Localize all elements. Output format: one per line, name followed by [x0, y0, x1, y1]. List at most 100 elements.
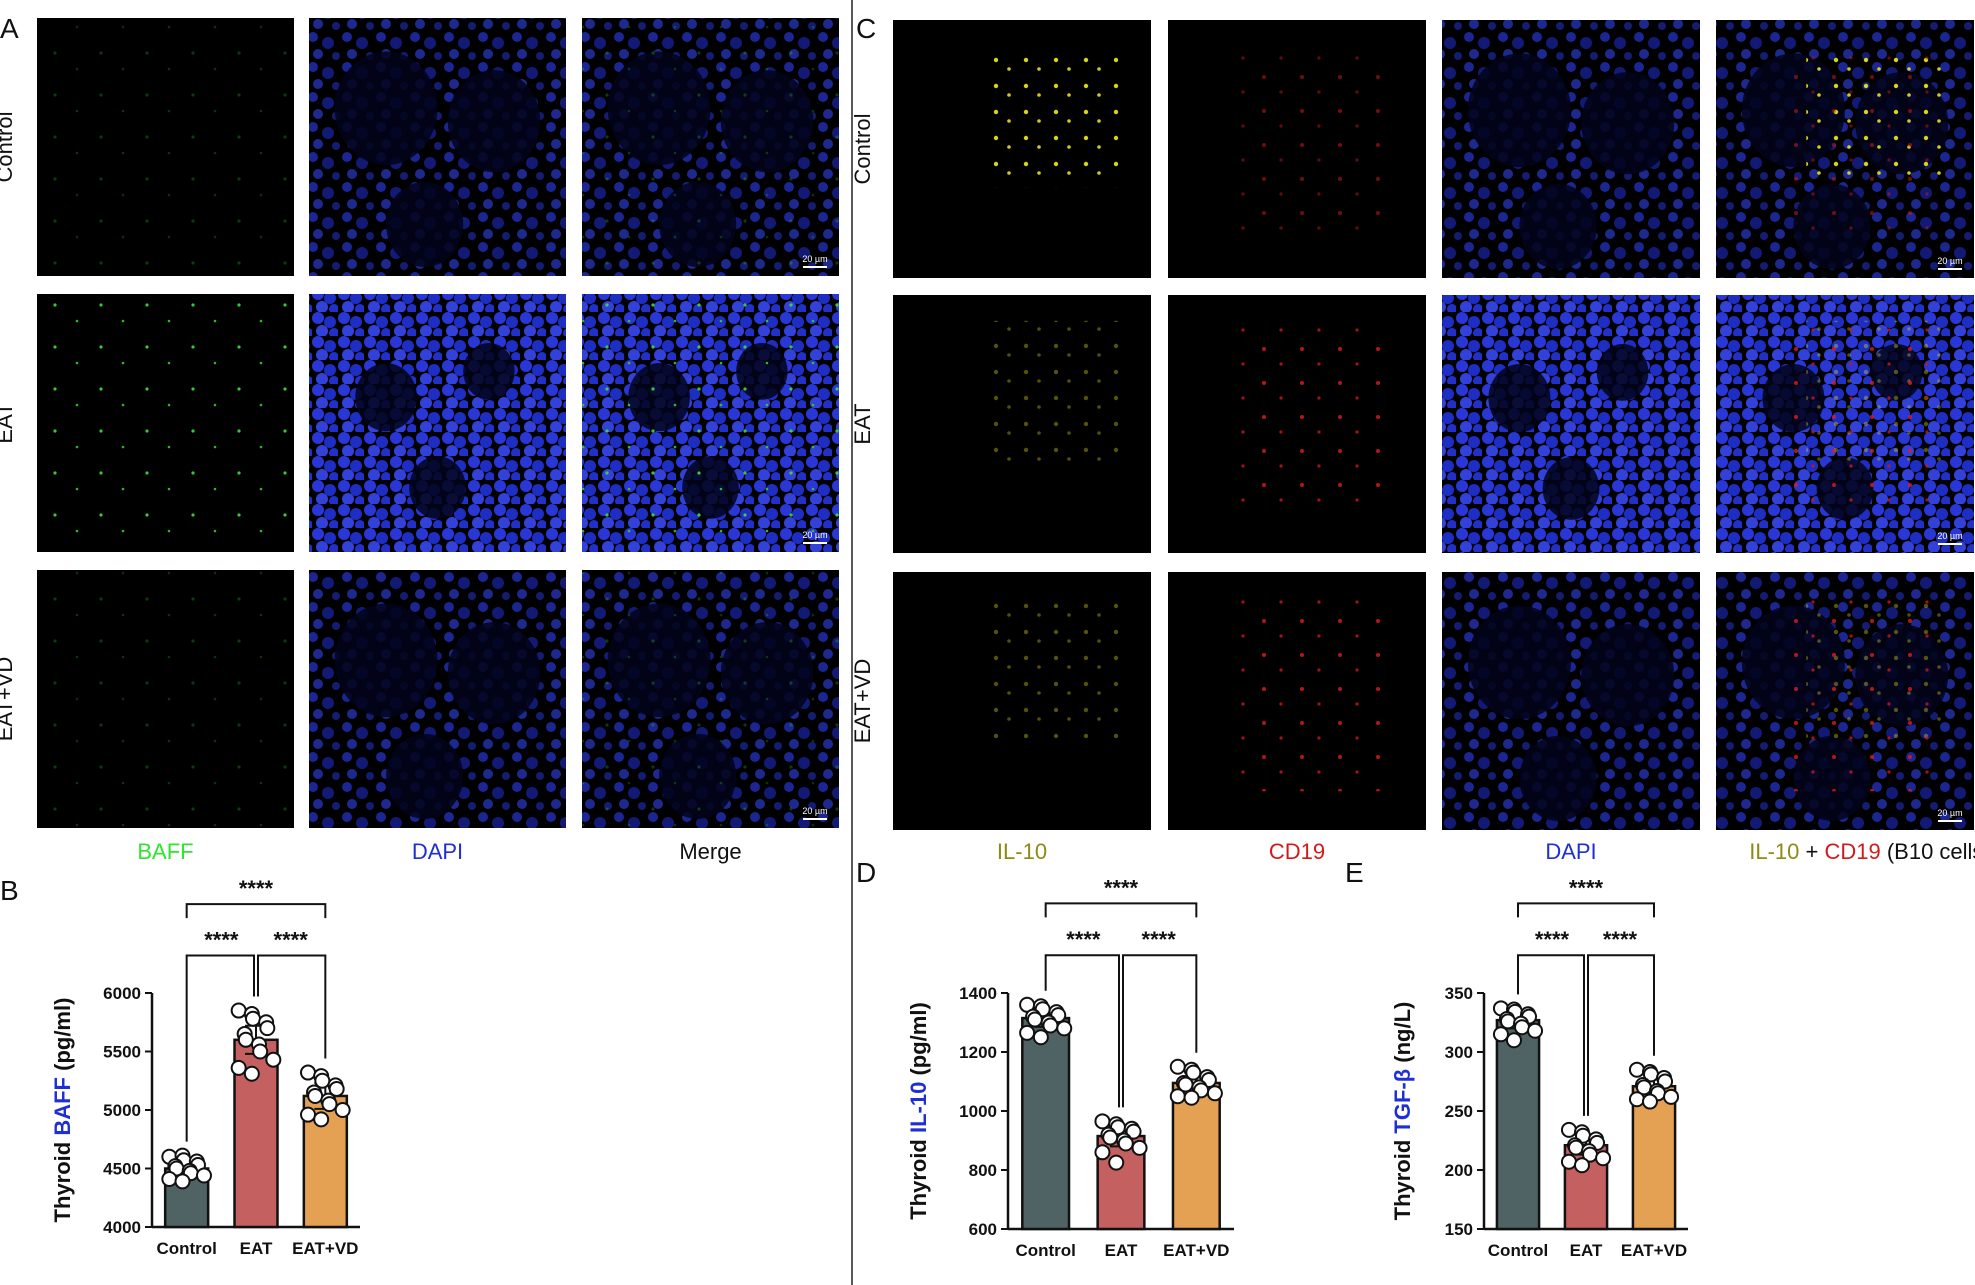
y-tick-label: 4500	[103, 1160, 141, 1179]
data-point	[1019, 1024, 1036, 1041]
significance-bracket: ****	[257, 928, 327, 1059]
data-point	[1108, 1154, 1125, 1171]
significance-stars: ****	[1142, 927, 1177, 952]
bar-eat-vd	[1171, 1081, 1221, 1231]
y-axis-label: Thyroid BAFF (pg/ml)	[50, 998, 75, 1223]
data-point	[161, 1171, 178, 1188]
chart-e: 150 200 250 300 350 Control EAT EAT+VD **** **** *…	[1390, 875, 1688, 1260]
data-point	[1595, 1150, 1612, 1167]
y-axis-label: Thyroid IL-10 (pg/ml)	[906, 1002, 931, 1220]
panel-d-letter: D	[856, 857, 876, 888]
data-point	[1117, 1135, 1134, 1152]
significance-stars: ****	[274, 928, 309, 953]
data-point	[245, 1010, 261, 1027]
y-tick-label: 300	[1445, 1043, 1473, 1062]
channel-label-merge: Merge	[679, 839, 741, 864]
data-point	[1042, 1017, 1059, 1034]
merge-label-il10: IL-10	[1749, 839, 1799, 864]
data-point	[300, 1106, 317, 1123]
data-point	[1499, 1013, 1516, 1030]
micrograph-panelC-r1-c1	[1168, 295, 1426, 553]
x-tick-label-control: Control	[1488, 1241, 1548, 1260]
y-tick-label: 1200	[959, 1043, 997, 1062]
data-point	[1032, 1029, 1049, 1046]
micrograph-panelC-r0-c3: 20 µm	[1716, 20, 1974, 278]
data-point	[1206, 1085, 1223, 1102]
data-point	[252, 1043, 269, 1060]
significance-bracket: ****	[1517, 927, 1585, 1116]
scale-bar-label: 20 µm	[802, 806, 827, 816]
micrograph-panelA-r0-c1	[309, 18, 566, 276]
panel-a-micrographs: 20 µm Control 20 µm EAT 20 µm EAT+VD BAFF DAPI M…	[0, 18, 839, 864]
data-point	[313, 1111, 330, 1128]
data-point	[1505, 1032, 1522, 1049]
data-point	[1094, 1144, 1111, 1161]
panel-c-merge-label: IL-10 + CD19 (B10 cells)	[1749, 839, 1975, 864]
data-point	[1628, 1061, 1645, 1078]
channel-label-baff: BAFF	[137, 839, 193, 864]
significance-bracket: ****	[1122, 927, 1198, 1108]
channel-label-dapi: DAPI	[412, 839, 463, 864]
micrograph-panelC-r2-c2	[1442, 572, 1700, 830]
significance-stars: ****	[204, 928, 239, 953]
x-tick-label-eat: EAT	[1105, 1241, 1138, 1260]
data-point	[265, 1051, 282, 1068]
y-tick-label: 600	[969, 1220, 997, 1239]
micrograph-panelC-r1-c2	[1442, 295, 1700, 553]
panel-a-letter: A	[0, 13, 19, 44]
significance-bracket: ****	[185, 928, 255, 1142]
panel-b-letter: B	[0, 875, 19, 906]
micrograph-panelA-r2-c0	[37, 570, 294, 828]
y-tick-label: 800	[969, 1161, 997, 1180]
micrograph-panelC-r2-c1	[1168, 572, 1426, 830]
y-tick-label: 1400	[959, 984, 997, 1003]
data-point	[1560, 1121, 1577, 1138]
x-tick-label-eat: EAT	[1570, 1241, 1603, 1260]
data-point	[1663, 1088, 1680, 1105]
bar-control	[1495, 1018, 1541, 1231]
significance-stars: ****	[1603, 927, 1638, 952]
chart-d: 600 800 1000 1200 1400 Control EAT EAT+VD **** **…	[906, 875, 1234, 1260]
scale-bar-label: 20 µm	[1937, 531, 1962, 541]
y-tick-label: 6000	[103, 984, 141, 1003]
x-tick-label-eat: EAT	[240, 1239, 273, 1258]
y-tick-label: 5500	[103, 1043, 141, 1062]
bar-control	[1021, 1016, 1071, 1231]
data-point	[1131, 1139, 1148, 1156]
data-point	[1169, 1058, 1186, 1075]
data-point	[259, 1020, 276, 1037]
channel-label-il-10: IL-10	[997, 839, 1047, 864]
row-label-eat: EAT	[850, 403, 875, 444]
micrograph-panelC-r0-c2	[1442, 20, 1700, 278]
significance-bracket: ****	[1044, 875, 1198, 918]
significance-stars: ****	[1535, 927, 1570, 952]
data-point	[1560, 1153, 1577, 1170]
data-point	[195, 1167, 212, 1184]
x-tick-label-eat-vd: EAT+VD	[1163, 1241, 1229, 1260]
significance-bracket: ****	[1517, 875, 1655, 918]
micrograph-panelA-r1-c0	[37, 294, 294, 552]
significance-bracket: ****	[1044, 927, 1120, 1108]
panel-c-letter: C	[856, 13, 876, 44]
data-point	[1185, 1064, 1202, 1081]
micrograph-panelA-r2-c1	[309, 570, 566, 828]
y-tick-label: 250	[1445, 1102, 1473, 1121]
y-tick-label: 1000	[959, 1102, 997, 1121]
data-point	[1169, 1088, 1186, 1105]
data-point	[1183, 1089, 1200, 1106]
y-tick-label: 4000	[103, 1218, 141, 1237]
significance-stars: ****	[1066, 927, 1101, 952]
data-point	[1573, 1157, 1590, 1174]
significance-stars: ****	[239, 876, 274, 901]
channel-label-dapi: DAPI	[1545, 839, 1596, 864]
micrograph-panelC-r1-c3: 20 µm	[1716, 295, 1974, 553]
scale-bar-label: 20 µm	[1937, 808, 1962, 818]
micrograph-panelC-r1-c0	[893, 295, 1151, 553]
micrograph-panelA-r0-c0	[37, 18, 294, 276]
data-point	[307, 1087, 324, 1104]
data-point	[230, 1002, 247, 1019]
scale-bar-label: 20 µm	[1937, 256, 1962, 266]
y-tick-label: 5000	[103, 1101, 141, 1120]
data-point	[230, 1059, 247, 1076]
x-tick-label-control: Control	[1015, 1241, 1075, 1260]
